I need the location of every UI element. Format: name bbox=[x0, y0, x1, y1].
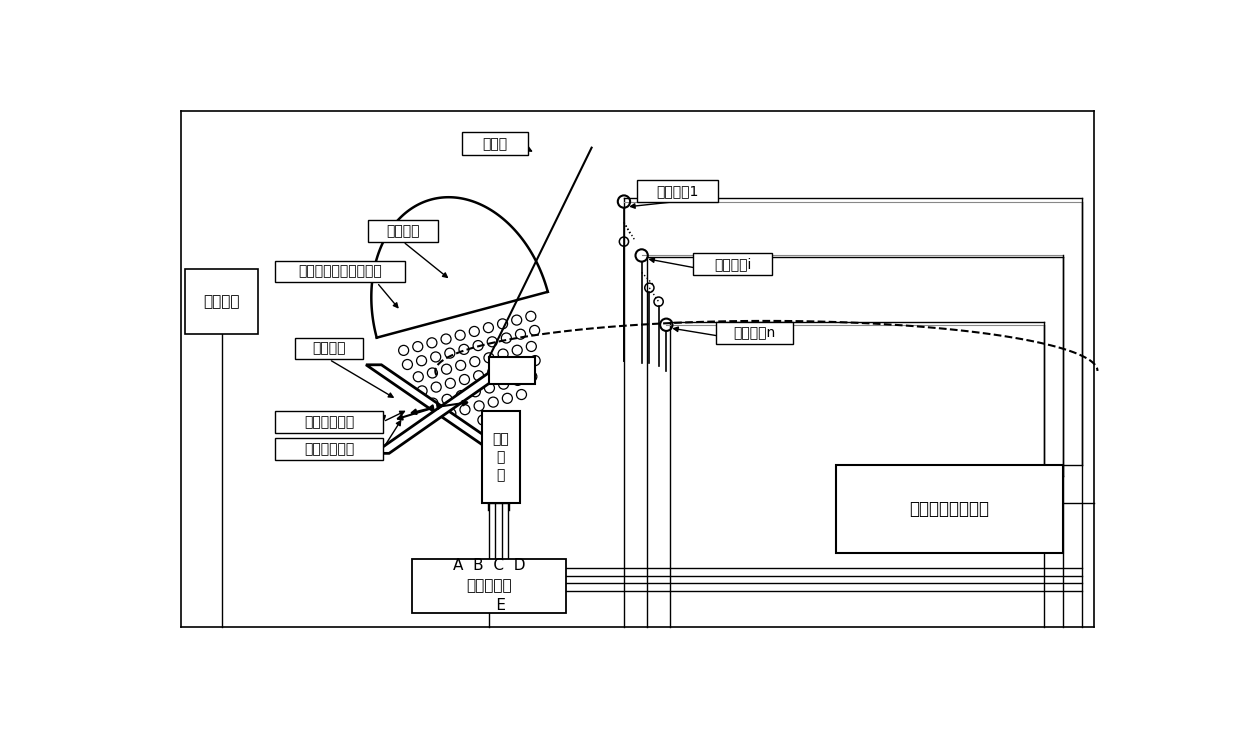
Bar bbox=[295, 338, 363, 359]
Bar bbox=[836, 465, 1063, 553]
Polygon shape bbox=[366, 365, 505, 450]
Bar bbox=[637, 180, 718, 201]
Bar bbox=[367, 220, 439, 242]
Bar bbox=[412, 559, 567, 612]
Bar bbox=[717, 323, 794, 344]
Text: 校准天线i: 校准天线i bbox=[714, 257, 751, 271]
Text: 云台控制端口: 云台控制端口 bbox=[304, 442, 355, 456]
Bar bbox=[463, 132, 528, 155]
Bar bbox=[275, 438, 383, 459]
Polygon shape bbox=[373, 372, 505, 453]
Text: 天线控制端口: 天线控制端口 bbox=[304, 415, 355, 429]
Text: 数字信号处理平台: 数字信号处理平台 bbox=[909, 500, 990, 518]
Text: 校准天线n: 校准天线n bbox=[734, 326, 776, 340]
Text: 标校杆: 标校杆 bbox=[482, 137, 507, 151]
Bar bbox=[481, 411, 520, 504]
Text: 校准天线1: 校准天线1 bbox=[656, 184, 698, 198]
Text: 天线
端
口: 天线 端 口 bbox=[492, 432, 510, 483]
Text: 天线阵元: 天线阵元 bbox=[386, 224, 419, 238]
Bar bbox=[490, 357, 536, 384]
Text: 光学仪器: 光学仪器 bbox=[203, 293, 239, 309]
Bar bbox=[275, 261, 404, 283]
Polygon shape bbox=[371, 197, 548, 338]
Text: A  B  C  D
计算机设备
     E: A B C D 计算机设备 E bbox=[453, 558, 526, 613]
Bar bbox=[275, 411, 383, 433]
Text: 三维云台: 三维云台 bbox=[312, 342, 346, 356]
Bar bbox=[185, 269, 258, 334]
Bar bbox=[693, 253, 771, 274]
Text: 一种全空域相控阵天线: 一种全空域相控阵天线 bbox=[298, 265, 382, 279]
